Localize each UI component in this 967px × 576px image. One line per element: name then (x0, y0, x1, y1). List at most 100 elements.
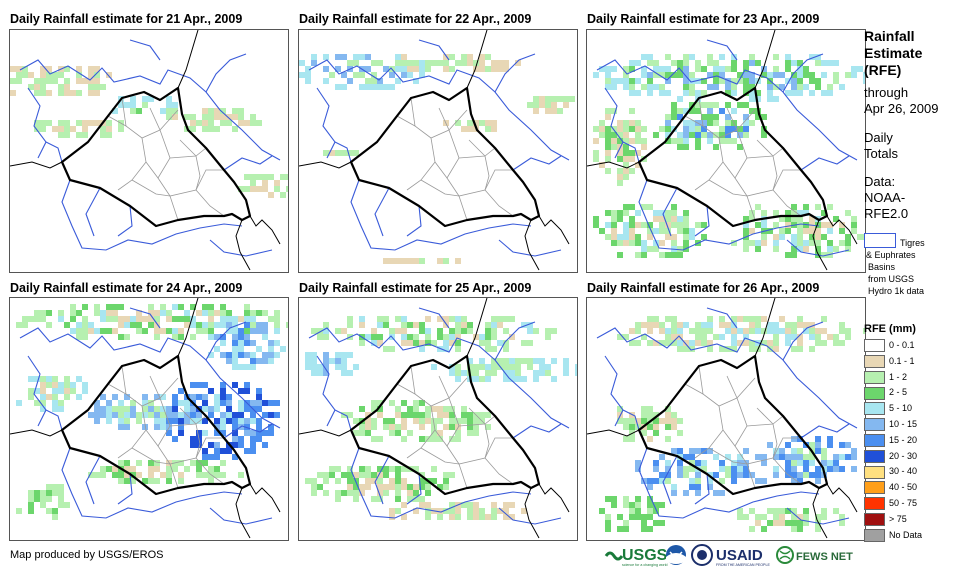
rainfall-cell (845, 72, 851, 78)
rainfall-cell (268, 340, 274, 346)
rainfall-cell (653, 520, 659, 526)
rainfall-cell (641, 246, 647, 252)
rainfall-cell (821, 252, 827, 258)
province-line (684, 383, 704, 395)
rainfall-cell (274, 186, 280, 192)
rainfall-cell (136, 310, 142, 316)
rainfall-cell (665, 78, 671, 84)
rainfall-cell (503, 346, 509, 352)
rainfall-cell (653, 240, 659, 246)
rainfall-cell (743, 126, 749, 132)
rainfall-cell (238, 120, 244, 126)
rainfall-cell (196, 382, 202, 388)
rainfall-cell (677, 216, 683, 222)
rainfall-cell (274, 316, 280, 322)
rainfall-cell (707, 60, 713, 66)
rainfall-cell (707, 328, 713, 334)
rainfall-cell (214, 442, 220, 448)
rainfall-cell (274, 352, 280, 358)
rainfall-cell (28, 376, 34, 382)
rainfall-cell (725, 328, 731, 334)
rainfall-cell (671, 60, 677, 66)
rainfall-cell (172, 316, 178, 322)
rainfall-cell (731, 460, 737, 466)
rainfall-cell (190, 436, 196, 442)
rainfall-cell (40, 72, 46, 78)
rainfall-cell (46, 66, 52, 72)
rainfall-cell (653, 216, 659, 222)
rainfall-cell (791, 204, 797, 210)
rainfall-cell (34, 310, 40, 316)
province-line (195, 189, 225, 217)
rainfall-cell (166, 412, 172, 418)
rainfall-cell (437, 508, 443, 514)
rainfall-cell (785, 66, 791, 72)
rainfall-cell (743, 448, 749, 454)
rainfall-cell (545, 334, 551, 340)
rainfall-cell (713, 454, 719, 460)
rainfall-cell (64, 126, 70, 132)
rainfall-cell (551, 328, 557, 334)
rainfall-cell (244, 120, 250, 126)
basin-line (406, 205, 422, 237)
rainfall-cell (491, 502, 497, 508)
rainfall-cell (695, 90, 701, 96)
rainfall-cell (449, 370, 455, 376)
rainfall-cell (178, 424, 184, 430)
rainfall-cell (677, 472, 683, 478)
rainfall-cell (773, 240, 779, 246)
rainfall-cell (647, 340, 653, 346)
rainfall-cell (118, 316, 124, 322)
basin-text-line: from USGS (868, 274, 915, 284)
rainfall-cell (154, 424, 160, 430)
rainfall-cell (485, 126, 491, 132)
rainfall-cell (731, 322, 737, 328)
rainfall-cell (196, 310, 202, 316)
rainfall-cell (605, 138, 611, 144)
rainfall-cell (449, 340, 455, 346)
rainfall-cell (449, 424, 455, 430)
rainfall-cell (256, 186, 262, 192)
rainfall-cell (749, 108, 755, 114)
rainfall-cell (401, 436, 407, 442)
data-line: RFE2.0 (864, 206, 909, 221)
province-line (726, 107, 738, 131)
rainfall-cell (515, 358, 521, 364)
province-boundaries (107, 365, 225, 489)
rainfall-cell (545, 108, 551, 114)
rainfall-cell (473, 60, 479, 66)
rainfall-cell (220, 394, 226, 400)
province-line (406, 137, 436, 191)
rainfall-cell (539, 96, 545, 102)
rainfall-cell (208, 328, 214, 334)
rainfall-cell (455, 340, 461, 346)
rainfall-cell (731, 78, 737, 84)
rainfall-cell (323, 370, 329, 376)
rainfall-cell (695, 484, 701, 490)
rainfall-cell (232, 412, 238, 418)
rainfall-cell (665, 210, 671, 216)
rainfall-cell (665, 234, 671, 240)
rainfall-cell (46, 376, 52, 382)
legend-row: 20 - 30 (864, 449, 917, 463)
rainfall-cell (329, 358, 335, 364)
rainfall-cell (485, 334, 491, 340)
rainfall-cell (689, 454, 695, 460)
rainfall-cell (46, 322, 52, 328)
rainfall-cell (449, 502, 455, 508)
rainfall-cell (401, 502, 407, 508)
rainfall-cell (383, 66, 389, 72)
rainfall-cell (274, 328, 280, 334)
rainfall-cell (76, 120, 82, 126)
rainfall-cell (220, 316, 226, 322)
rainfall-cell (605, 496, 611, 502)
rainfall-cell (22, 322, 28, 328)
rainfall-cell (665, 126, 671, 132)
rainfall-cell (425, 514, 431, 520)
rainfall-cell (503, 502, 509, 508)
rainfall-cell (815, 228, 821, 234)
rainfall-cell (58, 132, 64, 138)
rainfall-cell (743, 102, 749, 108)
rainfall-cell (208, 406, 214, 412)
rainfall-cell (413, 322, 419, 328)
